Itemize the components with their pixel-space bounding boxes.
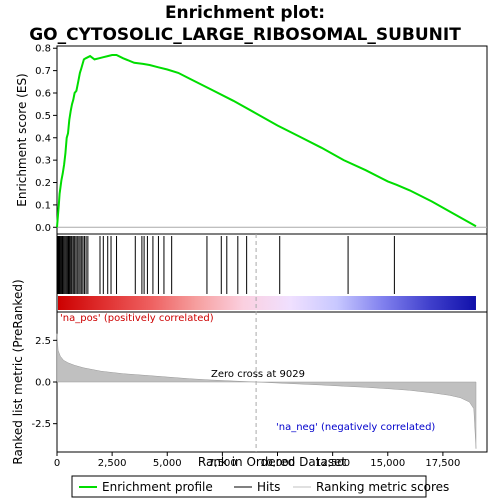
es-axis-ticks: 0.0 0.1 0.2 0.3 0.4 0.5 0.6 0.7 0.8 xyxy=(35,44,57,234)
zero-cross-label: Zero cross at 9029 xyxy=(211,369,305,380)
es-tick-label: 0.6 xyxy=(35,89,51,100)
metric-tick-label: 2.5 xyxy=(35,336,51,347)
x-tick-label: 10,000 xyxy=(260,458,295,469)
neg-correlated-label: 'na_neg' (negatively correlated) xyxy=(276,422,435,433)
es-tick-label: 0.5 xyxy=(35,111,51,122)
metric-tick-label: -2.5 xyxy=(31,419,51,430)
metric-tick-label: 0.0 xyxy=(35,378,51,389)
colorbar-rect xyxy=(58,296,476,310)
es-tick-label: 0.1 xyxy=(35,200,51,211)
x-tick-label: 15,000 xyxy=(370,458,405,469)
x-tick-label: 0 xyxy=(54,458,60,469)
es-tick-label: 0.4 xyxy=(35,133,51,144)
rank-colorbar xyxy=(58,296,476,310)
es-panel-frame xyxy=(56,45,488,235)
x-tick-label: 7,500 xyxy=(208,458,237,469)
x-tick-label: 5,000 xyxy=(153,458,182,469)
chart-title-line2: GO_CYTOSOLIC_LARGE_RIBOSOMAL_SUBUNIT xyxy=(29,25,461,45)
es-tick-label: 0.3 xyxy=(35,156,51,167)
legend: Enrichment profile Hits Ranking metric s… xyxy=(71,475,449,498)
legend-profile-label: Enrichment profile xyxy=(102,480,213,494)
x-tick-label: 17,500 xyxy=(425,458,460,469)
pos-correlated-label: 'na_pos' (positively correlated) xyxy=(60,313,214,324)
es-tick-label: 0.0 xyxy=(35,223,51,234)
x-axis-ticks: 0 2,500 5,000 7,500 10,000 12,500 15,000 17,500 xyxy=(54,452,460,469)
es-tick-label: 0.7 xyxy=(35,66,51,77)
x-axis-label: Rank in Ordered Dataset xyxy=(198,455,346,469)
es-tick-label: 0.8 xyxy=(35,44,51,55)
enrichment-profile-line xyxy=(56,54,477,228)
legend-hits-label: Hits xyxy=(257,480,280,494)
es-tick-label: 0.2 xyxy=(35,178,51,189)
es-y-axis-label: Enrichment score (ES) xyxy=(15,73,29,206)
hits-group xyxy=(57,236,395,294)
x-tick-label: 12,500 xyxy=(315,458,350,469)
chart-title-line1: Enrichment plot: xyxy=(165,3,325,23)
metric-axis-ticks: 2.5 0.0 -2.5 xyxy=(31,336,57,430)
legend-metric-label: Ranking metric scores xyxy=(316,480,449,494)
metric-y-axis-label: Ranked list metric (PreRanked) xyxy=(11,279,25,464)
x-tick-label: 2,500 xyxy=(98,458,127,469)
